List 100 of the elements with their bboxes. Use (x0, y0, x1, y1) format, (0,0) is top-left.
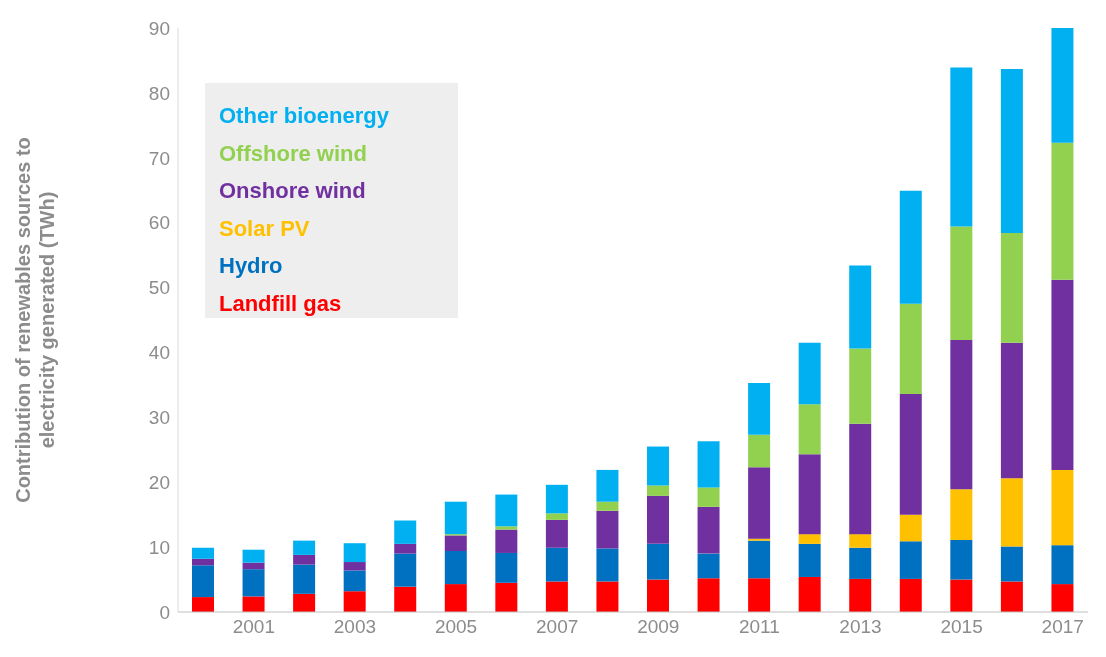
y-tick-label: 70 (148, 147, 170, 169)
bar (950, 340, 973, 490)
bar (293, 593, 316, 612)
bar (1000, 233, 1023, 343)
bar (849, 534, 872, 548)
bar (192, 597, 214, 612)
y-tick-label: 80 (148, 82, 170, 104)
bar (242, 549, 265, 563)
bar (242, 569, 265, 597)
bar (697, 506, 720, 554)
bar (697, 578, 720, 612)
y-tick-label: 10 (148, 536, 170, 558)
bar (647, 543, 669, 580)
x-tick-label: 2009 (637, 616, 680, 638)
x-tick-label: 2005 (434, 616, 478, 638)
bar (1000, 68, 1023, 234)
bar (394, 586, 417, 612)
bar (950, 579, 973, 612)
bar (849, 547, 872, 579)
bar (950, 539, 973, 580)
bar (293, 554, 316, 565)
bar (697, 553, 720, 579)
bar (293, 540, 316, 555)
x-tick-label: 2015 (940, 616, 983, 638)
bar (647, 495, 669, 544)
bar (798, 342, 821, 405)
bar (1051, 584, 1074, 612)
bar (394, 520, 417, 544)
x-tick-label: 2007 (536, 616, 579, 638)
y-tick-label: 0 (159, 601, 170, 623)
bar (950, 489, 973, 540)
bar (899, 393, 922, 515)
bar (545, 519, 568, 548)
bar (444, 535, 467, 551)
bar (647, 446, 669, 486)
bar (394, 553, 417, 587)
bar (394, 543, 417, 554)
x-tick-label: 2013 (839, 616, 882, 638)
bar (293, 564, 316, 594)
bar (444, 501, 467, 535)
bar (1000, 478, 1023, 547)
bar (748, 382, 771, 435)
bar (242, 562, 265, 570)
bar (899, 303, 922, 394)
bar (545, 513, 568, 520)
bar (343, 543, 366, 563)
bar (545, 547, 568, 582)
y-tick-label: 40 (148, 342, 170, 364)
x-tick-label: 2001 (232, 616, 275, 638)
bar (1051, 469, 1074, 546)
y-tick-label: 20 (148, 471, 170, 493)
bar (1000, 342, 1023, 479)
bar (545, 581, 568, 612)
y-tick-label: 30 (148, 407, 170, 429)
bar (748, 467, 771, 539)
bar (798, 534, 821, 544)
y-tick-label: 60 (148, 212, 170, 234)
x-tick-label: 2017 (1041, 616, 1084, 638)
bar (596, 581, 619, 612)
bar (545, 484, 568, 514)
bar (849, 423, 872, 535)
bar (899, 578, 922, 612)
bar (748, 434, 771, 468)
bar (647, 485, 669, 496)
bar (950, 67, 973, 227)
bar (596, 501, 619, 511)
x-tick-label: 2003 (333, 616, 377, 638)
bar (697, 487, 720, 507)
y-tick-label: 50 (148, 277, 170, 299)
y-tick-label: 90 (148, 17, 170, 39)
bar (343, 591, 366, 612)
bar (495, 526, 518, 530)
x-tick-label: 2011 (738, 616, 780, 638)
bar (495, 494, 518, 527)
bar (242, 596, 265, 612)
bar (899, 514, 922, 542)
bar (192, 558, 214, 566)
bar (343, 562, 366, 571)
bar (798, 543, 821, 577)
bar (1000, 546, 1023, 582)
bar (697, 441, 720, 488)
bar (596, 510, 619, 549)
bar (899, 541, 922, 579)
bar (748, 540, 771, 579)
bar (849, 265, 872, 349)
bar (343, 570, 366, 592)
bar (899, 190, 922, 304)
bar (495, 582, 518, 612)
bar (748, 578, 771, 612)
bar (798, 454, 821, 535)
bar (798, 404, 821, 455)
bar (495, 552, 518, 583)
bar (950, 226, 973, 341)
bar (1051, 545, 1074, 585)
bar (1051, 279, 1074, 470)
bar (1000, 581, 1023, 612)
bar (1051, 28, 1074, 143)
bar (849, 578, 872, 612)
bar (647, 579, 669, 612)
bar (495, 529, 518, 553)
